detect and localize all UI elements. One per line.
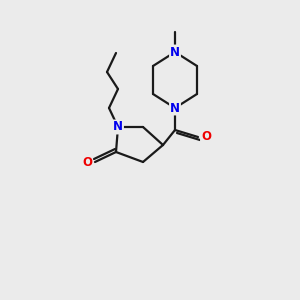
Text: N: N — [170, 46, 180, 59]
Text: N: N — [170, 101, 180, 115]
Text: O: O — [82, 155, 92, 169]
Text: N: N — [113, 121, 123, 134]
Text: O: O — [201, 130, 211, 143]
